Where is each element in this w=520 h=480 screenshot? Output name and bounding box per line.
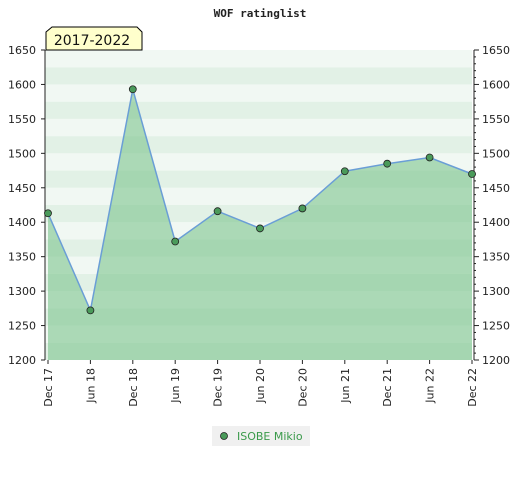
x-tick-label: Jun 19 (169, 368, 182, 404)
data-point (86, 306, 95, 315)
grid-band (45, 84, 472, 102)
y-tick-label-left: 1450 (8, 182, 36, 195)
data-point (171, 237, 180, 246)
legend: ISOBE Mikio (212, 426, 310, 446)
y-tick-label-left: 1350 (8, 251, 36, 264)
grid-band (45, 67, 472, 85)
chart-axes (44, 50, 475, 360)
data-point (128, 85, 137, 94)
y-tick-label-right: 1550 (482, 113, 510, 126)
period-badge: 2017-2022 (45, 26, 143, 51)
x-tick-label: Dec 20 (296, 368, 309, 407)
x-tick-label: Jun 22 (424, 368, 437, 404)
y-tick-label-left: 1650 (8, 44, 36, 57)
legend-box (212, 426, 310, 446)
data-point (44, 209, 52, 218)
data-point (340, 167, 349, 176)
y-axis-left-ticks: 1200 1250 1300 1350 1400 1450 1500 1550 1600 1650 (8, 44, 45, 367)
period-badge-text: 2017-2022 (54, 33, 130, 49)
y-tick-label-left: 1550 (8, 113, 36, 126)
grid-band (45, 50, 472, 68)
x-tick-label: Dec 19 (212, 368, 225, 407)
data-point (298, 204, 307, 213)
y-tick-label-right: 1350 (482, 251, 510, 264)
grid-band (45, 136, 472, 154)
y-tick-label-left: 1400 (8, 216, 36, 229)
y-tick-label-right: 1400 (482, 216, 510, 229)
legend-label: ISOBE Mikio (237, 430, 303, 443)
y-tick-label-left: 1600 (8, 78, 36, 91)
x-tick-label: Dec 21 (381, 368, 394, 407)
grid-band (45, 118, 472, 137)
data-point (425, 153, 434, 162)
y-tick-label-right: 1300 (482, 285, 510, 298)
data-point (468, 170, 476, 178)
y-tick-label-right: 1600 (482, 78, 510, 91)
x-tick-label: Dec 17 (42, 368, 55, 407)
data-point (383, 159, 392, 168)
y-tick-label-right: 1200 (482, 354, 510, 367)
x-tick-label: Jun 21 (339, 368, 352, 404)
x-axis-ticks: Dec 17 Jun 18 Dec 18 Jun 19 Dec 19 Jun 20 Dec … (42, 360, 479, 407)
grid-band (45, 101, 472, 119)
data-point (213, 207, 222, 216)
legend-marker (220, 432, 228, 440)
y-axis-right-ticks: 1200 1250 1300 1350 1400 1450 1500 1550 1600 1650 (474, 44, 510, 367)
chart-title: WOF ratinglist (214, 7, 307, 20)
y-tick-label-right: 1500 (482, 147, 510, 160)
data-points (44, 85, 476, 315)
period-badge-box (45, 26, 143, 51)
x-tick-label: Jun 18 (84, 368, 97, 404)
x-tick-label: Dec 18 (127, 368, 140, 407)
y-tick-label-right: 1650 (482, 44, 510, 57)
data-point (256, 224, 264, 233)
y-tick-label-left: 1500 (8, 147, 36, 160)
x-tick-label: Jun 20 (254, 368, 267, 404)
series-area (48, 89, 472, 361)
y-tick-label-left: 1200 (8, 354, 36, 367)
y-tick-label-left: 1300 (8, 285, 36, 298)
y-tick-label-right: 1450 (482, 182, 510, 195)
y-tick-label-left: 1250 (8, 320, 36, 333)
y-tick-label-right: 1250 (482, 320, 510, 333)
x-tick-label: Dec 22 (466, 368, 479, 407)
